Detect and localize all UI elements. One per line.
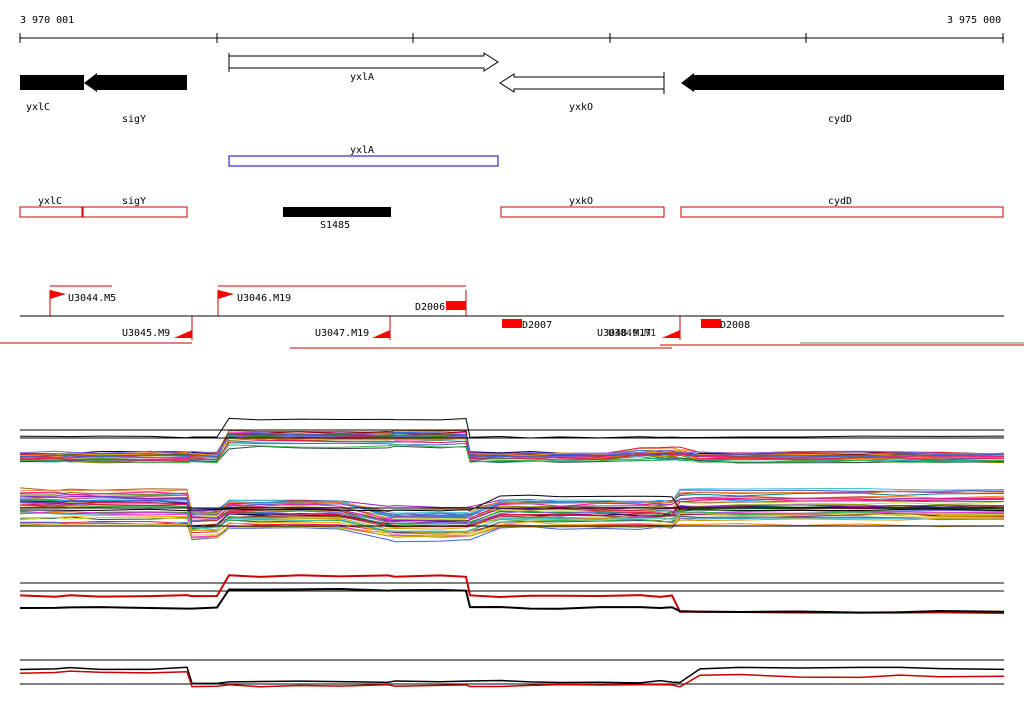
red-track: yxlC sigY yxkO cydD xyxy=(19,196,1004,218)
red-track-label-yxkO: yxkO xyxy=(569,196,593,207)
unit-label-u3048: U3048.M17 xyxy=(597,328,651,339)
red-track-label-cydD: cydD xyxy=(828,196,852,207)
d-label-2008: D2008 xyxy=(720,320,750,331)
expression-panel-1 xyxy=(19,417,1005,464)
expression-panel-2 xyxy=(19,487,1005,543)
d-label-2007: D2007 xyxy=(522,320,552,331)
tss-flag-u3045[interactable] xyxy=(174,330,192,338)
terminator-d2008[interactable] xyxy=(701,319,721,328)
unit-label-u3049: U3049.M1 xyxy=(608,328,656,339)
gene-yxkO-arrow[interactable] xyxy=(499,73,665,93)
blue-track-box[interactable] xyxy=(228,155,499,167)
terminator-d2007[interactable] xyxy=(502,319,522,328)
ruler-end-label: 3 975 000 xyxy=(947,15,1001,26)
feature-s1485-label: S1485 xyxy=(320,220,350,231)
gene-track: yxlC sigY yxlA yxkO cydD xyxy=(20,52,1004,125)
red-box-cydD[interactable] xyxy=(680,206,1004,218)
gene-yxkO-label: yxkO xyxy=(569,102,593,113)
tss-flag-u3044[interactable] xyxy=(50,290,66,299)
gene-yxlC-label: yxlC xyxy=(26,102,50,113)
red-track-label-sigY: sigY xyxy=(122,196,146,207)
expression-panel-3 xyxy=(19,574,1005,614)
red-box-sigY[interactable] xyxy=(82,206,188,218)
gene-yxlC-arrow[interactable] xyxy=(20,75,84,90)
blue-track: yxlA xyxy=(228,145,499,167)
transcription-track: U3044.M5 U3046.M19 D2006 D2007 D2008 U30… xyxy=(0,285,1024,349)
unit-label-u3044: U3044.M5 xyxy=(68,293,116,304)
gene-yxlA-arrow[interactable] xyxy=(228,52,499,72)
gene-yxlA-label: yxlA xyxy=(350,72,374,83)
terminator-d2006[interactable] xyxy=(446,301,466,310)
gene-sigY-arrow[interactable] xyxy=(84,73,187,92)
red-box-yxlC[interactable] xyxy=(19,206,83,218)
tss-flag-u3046[interactable] xyxy=(218,290,234,299)
tss-flag-u3048[interactable] xyxy=(662,330,680,338)
red-track-label-yxlC: yxlC xyxy=(38,196,62,207)
expression-panel-4 xyxy=(19,659,1005,688)
unit-label-u3045: U3045.M9 xyxy=(122,328,170,339)
unit-label-u3047: U3047.M19 xyxy=(315,328,369,339)
red-box-yxkO[interactable] xyxy=(500,206,665,218)
gene-sigY-label: sigY xyxy=(122,114,146,125)
feature-s1485-box[interactable] xyxy=(283,207,391,217)
gene-cydD-arrow[interactable] xyxy=(681,73,1004,92)
tss-flag-u3047[interactable] xyxy=(372,330,390,338)
d-label-2006: D2006 xyxy=(415,302,445,313)
unit-label-u3046: U3046.M19 xyxy=(237,293,291,304)
feature-track: S1485 xyxy=(283,207,391,231)
gene-cydD-label: cydD xyxy=(828,114,852,125)
ruler-start-label: 3 970 001 xyxy=(20,15,74,26)
blue-track-label: yxlA xyxy=(350,145,374,156)
ruler: 3 970 001 3 975 000 xyxy=(19,15,1004,43)
